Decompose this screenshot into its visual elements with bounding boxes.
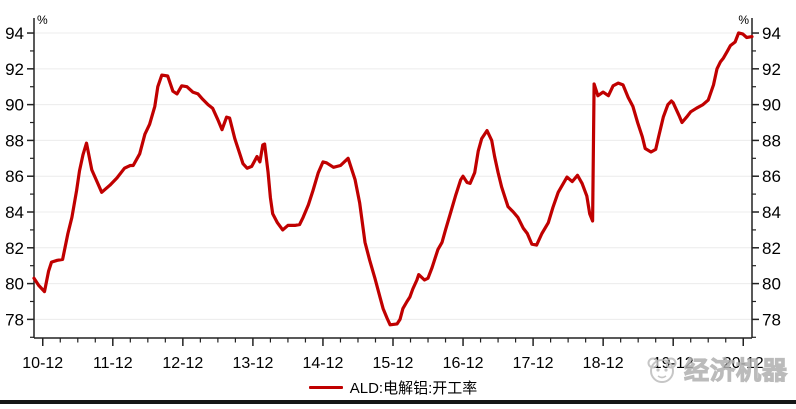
x-axis-tick-label: 20-12	[723, 355, 764, 372]
x-axis-tick-label: 11-12	[93, 355, 133, 372]
y-axis-tick-label: 80	[5, 275, 24, 294]
y-axis-tick-label: 94	[762, 24, 781, 43]
y-axis-tick-label: 86	[5, 167, 24, 186]
x-axis-tick-label: 16-12	[443, 355, 484, 372]
x-axis-tick-label: 12-12	[162, 355, 203, 372]
y-axis-tick-label: 90	[762, 96, 781, 115]
y-axis-tick-label: 80	[762, 275, 781, 294]
series-line	[32, 31, 754, 327]
y-axis-tick-label: 84	[762, 203, 781, 222]
y-axis-tick-label: 78	[762, 310, 781, 329]
y-axis-tick-label: 82	[5, 239, 24, 258]
y-axis-tick-label: 86	[762, 167, 781, 186]
y-axis-tick-label: 78	[5, 310, 24, 329]
legend: ALD:电解铝:开工率	[34, 377, 752, 398]
bottom-edge-bar	[0, 400, 796, 404]
x-axis-tick-label: 10-12	[22, 355, 63, 372]
y-axis-tick-label: 88	[762, 131, 781, 150]
right-axis-unit-label: %	[738, 13, 749, 27]
left-axis-unit-label: %	[37, 13, 48, 27]
x-axis-tick-label: 13-12	[232, 355, 273, 372]
y-axis-tick-label: 88	[5, 131, 24, 150]
y-axis-tick-label: 84	[5, 203, 24, 222]
x-axis-tick-label: 18-12	[583, 355, 624, 372]
y-axis-tick-label: 92	[5, 60, 24, 79]
y-axis-tick-label: 82	[762, 239, 781, 258]
y-axis-tick-label: 94	[5, 24, 24, 43]
x-axis-tick-label: 15-12	[373, 355, 414, 372]
legend-label: ALD:电解铝:开工率	[349, 380, 478, 397]
y-axis-tick-label: 90	[5, 96, 24, 115]
y-axis-tick-label: 92	[762, 60, 781, 79]
legend-line-swatch	[308, 386, 343, 389]
x-axis-tick-label: 17-12	[513, 355, 554, 372]
x-axis-tick-label: 19-12	[653, 355, 694, 372]
x-axis-tick-label: 14-12	[302, 355, 343, 372]
